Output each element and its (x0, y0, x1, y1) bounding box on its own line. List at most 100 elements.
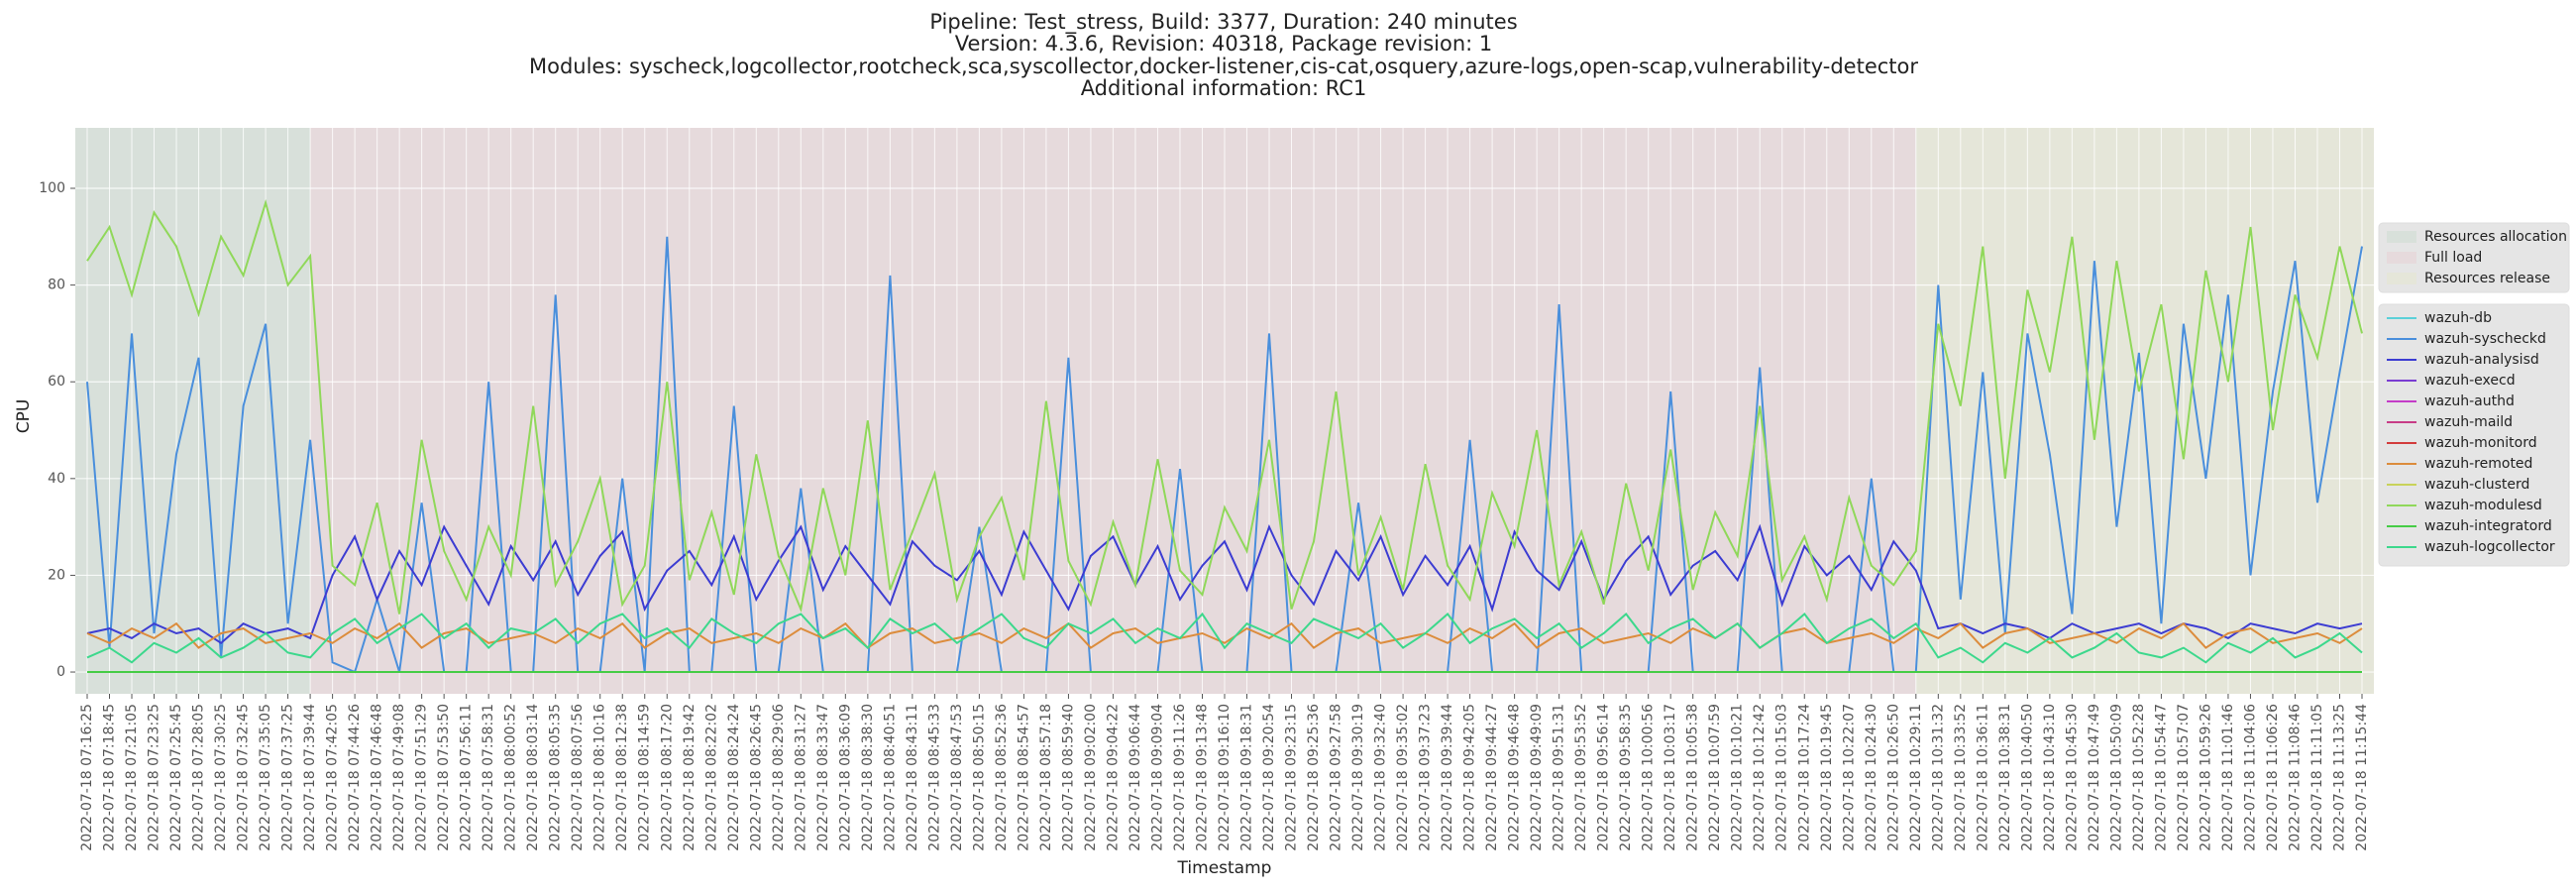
x-tick-label: 2022-07-18 08:31:27 (793, 704, 808, 851)
legend-label: wazuh-maild (2424, 414, 2513, 430)
x-tick-label: 2022-07-18 07:23:25 (147, 704, 162, 851)
x-tick-label: 2022-07-18 11:06:26 (2265, 704, 2281, 851)
x-tick-label: 2022-07-18 07:49:08 (391, 704, 407, 851)
legend-swatch (2387, 252, 2416, 264)
x-tick-label: 2022-07-18 10:59:26 (2198, 704, 2213, 851)
x-tick-label: 2022-07-18 09:20:54 (1261, 704, 1277, 851)
phase-span (75, 128, 311, 694)
x-tick-label: 2022-07-18 09:32:40 (1373, 704, 1389, 851)
x-tick-label: 2022-07-18 10:07:59 (1707, 704, 1723, 851)
legend-label: wazuh-monitord (2424, 435, 2537, 451)
x-tick-label: 2022-07-18 10:47:49 (2087, 704, 2102, 851)
legend-label: wazuh-db (2424, 310, 2492, 326)
x-tick-label: 2022-07-18 09:51:31 (1552, 704, 1567, 851)
chart-title: Version: 4.3.6, Revision: 40318, Package… (955, 32, 1493, 56)
series-line (86, 523, 2363, 645)
x-tick-label: 2022-07-18 08:36:09 (837, 704, 853, 851)
x-tick-label: 2022-07-18 10:15:03 (1774, 704, 1790, 851)
x-tick-label: 2022-07-18 09:11:26 (1172, 704, 1188, 851)
x-tick-label: 2022-07-18 07:21:05 (124, 704, 140, 851)
x-tick-label: 2022-07-18 08:19:42 (682, 704, 698, 851)
chart-title: Pipeline: Test_stress, Build: 3377, Dura… (929, 10, 1517, 35)
x-tick-label: 2022-07-18 11:13:25 (2331, 704, 2347, 851)
legend-label: wazuh-authd (2424, 393, 2515, 409)
x-tick-label: 2022-07-18 10:38:31 (1997, 704, 2013, 851)
x-tick-label: 2022-07-18 07:28:05 (191, 704, 207, 851)
x-tick-label: 2022-07-18 08:17:20 (659, 704, 675, 851)
x-tick-label: 2022-07-18 09:37:23 (1418, 704, 1434, 851)
x-tick-label: 2022-07-18 09:53:52 (1573, 704, 1589, 851)
x-tick-label: 2022-07-18 07:37:25 (280, 704, 296, 851)
x-tick-label: 2022-07-18 07:18:45 (102, 704, 118, 851)
y-axis-label: CPU (14, 399, 34, 434)
x-tick-label: 2022-07-18 08:29:06 (771, 704, 787, 851)
x-tick-label: 2022-07-18 10:36:11 (1975, 704, 1990, 851)
x-tick-label: 2022-07-18 07:56:11 (459, 704, 475, 851)
series-line (86, 198, 2363, 615)
x-tick-label: 2022-07-18 08:22:02 (703, 704, 719, 851)
x-tick-label: 2022-07-18 08:07:56 (570, 704, 586, 851)
x-tick-label: 2022-07-18 11:04:06 (2242, 704, 2258, 851)
x-tick-label: 2022-07-18 08:54:57 (1016, 704, 1031, 851)
legend-label: wazuh-modulesd (2424, 498, 2542, 513)
legend-label: wazuh-syscheckd (2424, 331, 2546, 347)
x-tick-label: 2022-07-18 07:16:25 (79, 704, 95, 851)
x-tick-label: 2022-07-18 08:10:16 (592, 704, 608, 851)
x-tick-label: 2022-07-18 07:25:45 (168, 704, 184, 851)
x-tick-label: 2022-07-18 08:59:40 (1060, 704, 1076, 851)
x-tick-label: 2022-07-18 10:17:24 (1796, 704, 1812, 851)
legend-label: wazuh-execd (2424, 373, 2516, 389)
x-tick-label: 2022-07-18 11:15:44 (2354, 704, 2370, 851)
x-tick-label: 2022-07-18 08:45:33 (926, 704, 942, 851)
legend-label: Full load (2424, 250, 2482, 266)
x-tick-label: 2022-07-18 09:44:27 (1484, 704, 1500, 851)
x-tick-label: 2022-07-18 09:46:48 (1507, 704, 1523, 851)
legend-swatch (2387, 231, 2416, 243)
legend-box (2378, 222, 2570, 293)
x-tick-label: 2022-07-18 09:42:05 (1462, 704, 1478, 851)
x-tick-label: 2022-07-18 10:57:07 (2176, 704, 2192, 851)
y-tick-label: 100 (39, 180, 65, 196)
x-tick-label: 2022-07-18 07:32:45 (236, 704, 252, 851)
x-tick-label: 2022-07-18 08:33:47 (815, 704, 831, 851)
x-tick-label: 2022-07-18 08:40:51 (882, 704, 898, 851)
x-tick-label: 2022-07-18 08:00:52 (503, 704, 519, 851)
x-tick-label: 2022-07-18 08:52:36 (994, 704, 1010, 851)
x-tick-label: 2022-07-18 10:03:17 (1663, 704, 1678, 851)
x-tick-label: 2022-07-18 10:12:42 (1752, 704, 1768, 851)
x-tick-label: 2022-07-18 07:51:29 (414, 704, 430, 851)
x-tick-label: 2022-07-18 10:19:45 (1819, 704, 1835, 851)
x-tick-label: 2022-07-18 08:50:15 (971, 704, 987, 851)
x-tick-label: 2022-07-18 08:26:45 (748, 704, 764, 851)
x-tick-label: 2022-07-18 09:02:00 (1083, 704, 1099, 851)
y-tick-label: 40 (48, 471, 65, 487)
x-tick-label: 2022-07-18 09:06:44 (1127, 704, 1143, 851)
x-tick-label: 2022-07-18 08:24:24 (726, 704, 742, 851)
x-tick-label: 2022-07-18 10:10:21 (1730, 704, 1746, 851)
x-tick-label: 2022-07-18 09:16:10 (1217, 704, 1233, 851)
x-tick-label: 2022-07-18 09:25:36 (1306, 704, 1322, 851)
legend-swatch (2387, 273, 2416, 284)
x-tick-label: 2022-07-18 10:00:56 (1641, 704, 1657, 851)
x-tick-label: 2022-07-18 08:14:59 (637, 704, 653, 851)
x-tick-label: 2022-07-18 10:50:09 (2108, 704, 2124, 851)
x-tick-label: 2022-07-18 07:39:44 (302, 704, 318, 851)
x-tick-label: 2022-07-18 11:01:46 (2220, 704, 2236, 851)
chart-title: Modules: syscheck,logcollector,rootcheck… (529, 55, 1918, 78)
legend-label: Resources release (2424, 271, 2550, 286)
legend-label: wazuh-logcollector (2424, 539, 2555, 555)
x-tick-label: 2022-07-18 10:24:30 (1864, 704, 1879, 851)
x-tick-label: 2022-07-18 08:03:14 (525, 704, 541, 851)
y-tick-label: 60 (48, 374, 65, 390)
x-tick-label: 2022-07-18 09:13:48 (1194, 704, 1210, 851)
x-tick-label: 2022-07-18 07:46:48 (370, 704, 385, 851)
x-tick-label: 2022-07-18 09:49:09 (1529, 704, 1545, 851)
x-tick-label: 2022-07-18 09:35:02 (1395, 704, 1411, 851)
series-line (86, 612, 2363, 664)
chart-title: Additional information: RC1 (1081, 76, 1367, 100)
y-tick-label: 80 (48, 278, 65, 293)
x-tick-label: 2022-07-18 10:29:11 (1908, 704, 1924, 851)
x-tick-label: 2022-07-18 09:09:04 (1149, 704, 1165, 851)
